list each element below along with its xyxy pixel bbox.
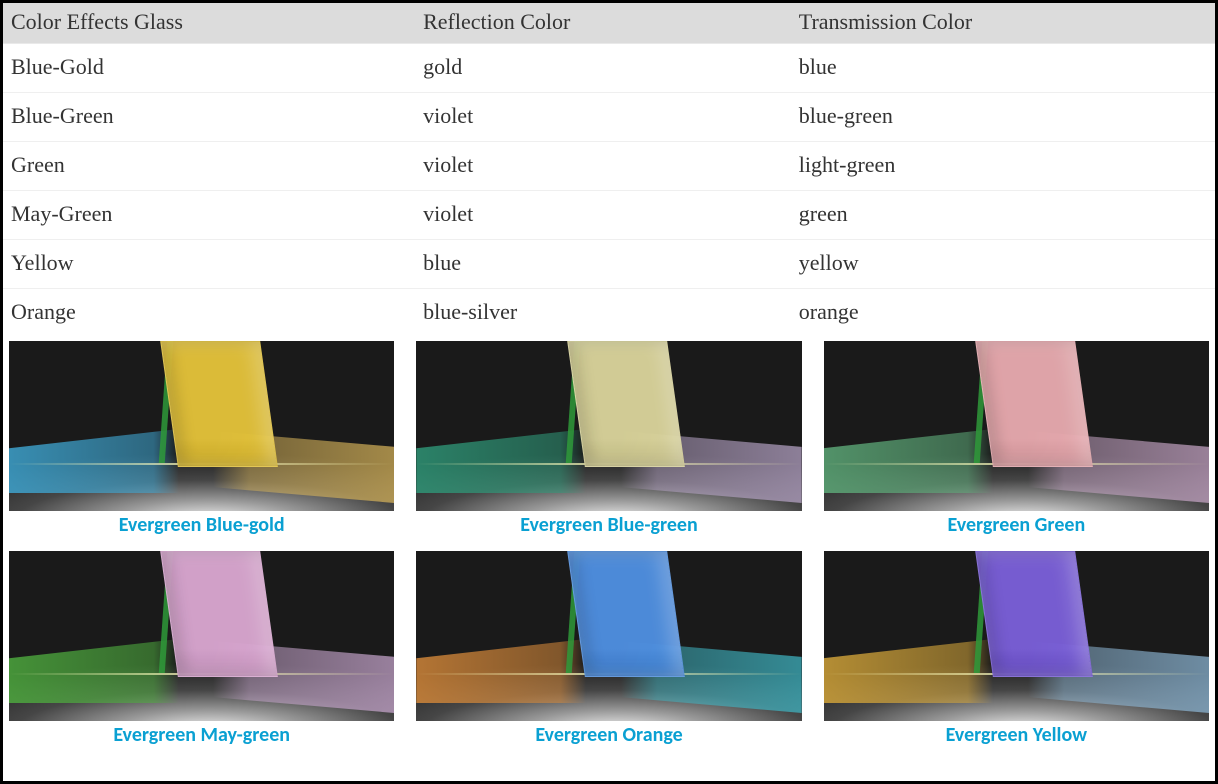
- tile-caption: Evergreen Yellow: [824, 721, 1209, 747]
- glass-scene: [9, 551, 394, 721]
- table-row: Blue-Goldgoldblue: [3, 44, 1215, 93]
- table-cell: blue: [415, 240, 791, 289]
- tile-caption: Evergreen Blue-gold: [9, 511, 394, 537]
- table-row: Orangeblue-silverorange: [3, 289, 1215, 338]
- gallery-tile: Evergreen Yellow: [824, 551, 1209, 747]
- table-row: Yellowblueyellow: [3, 240, 1215, 289]
- tile-caption: Evergreen Blue-green: [416, 511, 801, 537]
- table-cell: light-green: [791, 142, 1215, 191]
- table-cell: yellow: [791, 240, 1215, 289]
- table-cell: orange: [791, 289, 1215, 338]
- table-row: Greenvioletlight-green: [3, 142, 1215, 191]
- col-header: Color Effects Glass: [3, 3, 415, 44]
- glass-scene: [416, 551, 801, 721]
- table-cell: May-Green: [3, 191, 415, 240]
- gallery-tile: Evergreen Blue-green: [416, 341, 801, 537]
- table-row: May-Greenvioletgreen: [3, 191, 1215, 240]
- tile-caption: Evergreen Green: [824, 511, 1209, 537]
- table-cell: blue-silver: [415, 289, 791, 338]
- col-header: Reflection Color: [415, 3, 791, 44]
- glass-scene: [824, 551, 1209, 721]
- gallery-tile: Evergreen May-green: [9, 551, 394, 747]
- table-cell: Blue-Gold: [3, 44, 415, 93]
- table-row: Blue-Greenvioletblue-green: [3, 93, 1215, 142]
- tile-caption: Evergreen Orange: [416, 721, 801, 747]
- table-cell: Blue-Green: [3, 93, 415, 142]
- glass-gallery: Evergreen Blue-gold Evergreen Blue-green E…: [3, 337, 1215, 753]
- table-cell: green: [791, 191, 1215, 240]
- table-header-row: Color Effects Glass Reflection Color Tra…: [3, 3, 1215, 44]
- glass-scene: [416, 341, 801, 511]
- tile-caption: Evergreen May-green: [9, 721, 394, 747]
- col-header: Transmission Color: [791, 3, 1215, 44]
- table-cell: gold: [415, 44, 791, 93]
- document-frame: Color Effects Glass Reflection Color Tra…: [0, 0, 1218, 784]
- color-effects-table: Color Effects Glass Reflection Color Tra…: [3, 3, 1215, 337]
- glass-scene: [9, 341, 394, 511]
- table-cell: Orange: [3, 289, 415, 338]
- table-cell: violet: [415, 142, 791, 191]
- table-cell: Yellow: [3, 240, 415, 289]
- gallery-tile: Evergreen Green: [824, 341, 1209, 537]
- table-cell: blue: [791, 44, 1215, 93]
- gallery-tile: Evergreen Blue-gold: [9, 341, 394, 537]
- gallery-tile: Evergreen Orange: [416, 551, 801, 747]
- table-cell: violet: [415, 191, 791, 240]
- table-cell: violet: [415, 93, 791, 142]
- glass-scene: [824, 341, 1209, 511]
- table-cell: Green: [3, 142, 415, 191]
- table-cell: blue-green: [791, 93, 1215, 142]
